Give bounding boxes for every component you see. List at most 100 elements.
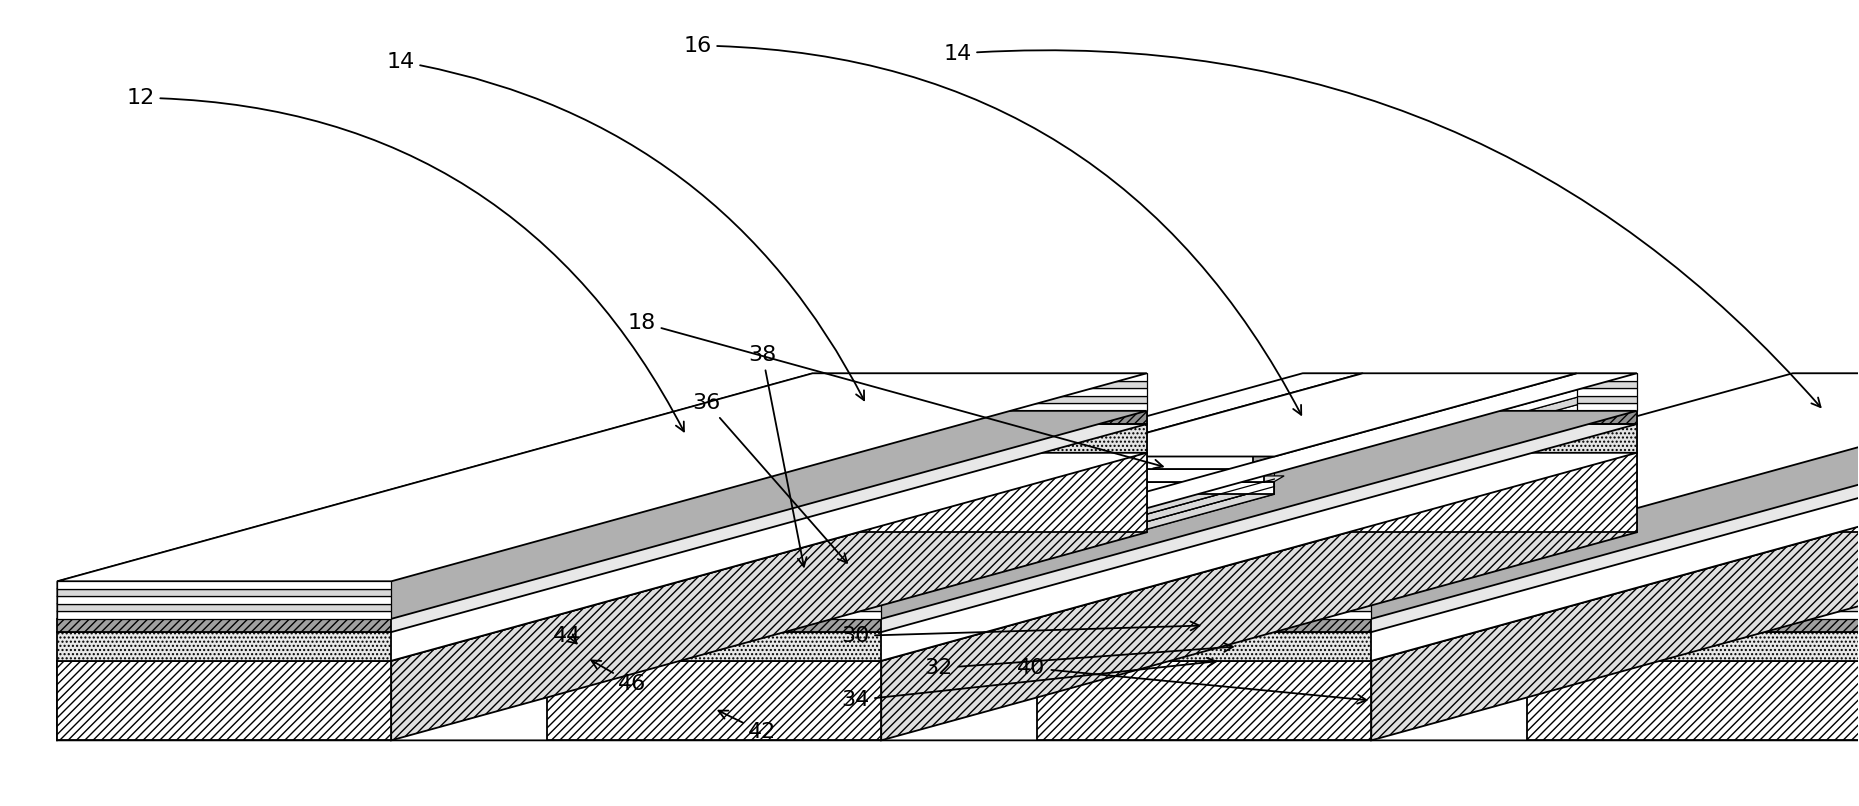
- Text: 34: 34: [840, 658, 1216, 710]
- Polygon shape: [1528, 604, 1588, 612]
- Polygon shape: [1528, 589, 1588, 596]
- Polygon shape: [58, 619, 390, 632]
- Polygon shape: [1792, 453, 1859, 532]
- Polygon shape: [881, 380, 1636, 596]
- Polygon shape: [1528, 411, 1859, 619]
- Text: 38: 38: [749, 345, 807, 567]
- Polygon shape: [1037, 632, 1372, 661]
- Polygon shape: [1372, 396, 1859, 612]
- Polygon shape: [1588, 494, 1859, 619]
- Polygon shape: [58, 581, 390, 589]
- Polygon shape: [812, 424, 1147, 453]
- Polygon shape: [1303, 388, 1363, 396]
- Polygon shape: [881, 453, 1636, 741]
- Text: 30: 30: [840, 621, 1199, 646]
- Polygon shape: [1801, 472, 1859, 604]
- Polygon shape: [1303, 453, 1636, 532]
- Polygon shape: [1588, 479, 1859, 612]
- Polygon shape: [1037, 453, 1859, 661]
- Polygon shape: [58, 424, 1147, 632]
- Polygon shape: [390, 403, 1147, 619]
- Polygon shape: [881, 411, 1636, 632]
- Text: 44: 44: [554, 626, 582, 646]
- Text: 14: 14: [943, 44, 1820, 407]
- Polygon shape: [812, 411, 1147, 424]
- Polygon shape: [608, 487, 1060, 619]
- Polygon shape: [1801, 612, 1859, 619]
- Polygon shape: [822, 464, 1275, 596]
- Polygon shape: [1303, 411, 1636, 424]
- Polygon shape: [1372, 373, 1859, 589]
- Polygon shape: [547, 596, 608, 604]
- Polygon shape: [58, 403, 812, 619]
- Polygon shape: [1372, 453, 1859, 741]
- Polygon shape: [58, 388, 812, 604]
- Polygon shape: [1588, 472, 1859, 604]
- Text: 14: 14: [387, 52, 864, 401]
- Polygon shape: [812, 453, 1147, 532]
- Polygon shape: [1576, 403, 1636, 411]
- Polygon shape: [812, 388, 1147, 396]
- Polygon shape: [1792, 411, 1859, 424]
- Polygon shape: [1588, 487, 1859, 619]
- Polygon shape: [547, 453, 1636, 661]
- Polygon shape: [390, 411, 1147, 632]
- Polygon shape: [1801, 487, 1859, 619]
- Polygon shape: [1037, 589, 1372, 596]
- Polygon shape: [1303, 424, 1636, 453]
- Polygon shape: [1801, 479, 1859, 612]
- Polygon shape: [1528, 661, 1859, 741]
- Polygon shape: [547, 612, 608, 619]
- Polygon shape: [1528, 612, 1588, 619]
- Text: 42: 42: [718, 711, 777, 742]
- Polygon shape: [58, 532, 1859, 741]
- Polygon shape: [881, 403, 1636, 619]
- Polygon shape: [1037, 619, 1372, 632]
- Polygon shape: [1801, 581, 1859, 589]
- Polygon shape: [390, 388, 1147, 604]
- Polygon shape: [1372, 380, 1859, 596]
- Polygon shape: [1372, 411, 1859, 632]
- Polygon shape: [1037, 604, 1372, 612]
- Polygon shape: [1801, 373, 1859, 581]
- Polygon shape: [1372, 388, 1859, 604]
- Polygon shape: [1588, 464, 1859, 596]
- Polygon shape: [58, 632, 390, 661]
- Polygon shape: [58, 396, 812, 612]
- Polygon shape: [1528, 373, 1859, 581]
- Polygon shape: [547, 619, 881, 632]
- Polygon shape: [1071, 463, 1273, 469]
- Polygon shape: [1792, 424, 1859, 453]
- Polygon shape: [1372, 424, 1859, 661]
- Polygon shape: [822, 456, 1275, 589]
- Polygon shape: [1082, 456, 1253, 469]
- Polygon shape: [547, 424, 1636, 632]
- Polygon shape: [1528, 424, 1859, 632]
- Polygon shape: [1792, 388, 1859, 396]
- Polygon shape: [1801, 596, 1859, 604]
- Polygon shape: [822, 604, 881, 612]
- Polygon shape: [1303, 403, 1363, 411]
- Polygon shape: [881, 388, 1636, 604]
- Text: 18: 18: [628, 313, 1164, 468]
- Polygon shape: [1037, 661, 1372, 741]
- Polygon shape: [822, 612, 881, 619]
- Polygon shape: [547, 589, 608, 596]
- Polygon shape: [390, 396, 1147, 612]
- Polygon shape: [1528, 581, 1588, 589]
- Polygon shape: [58, 453, 1147, 661]
- Polygon shape: [822, 581, 881, 589]
- Polygon shape: [1801, 604, 1859, 612]
- Polygon shape: [1528, 632, 1859, 661]
- Polygon shape: [608, 494, 1275, 619]
- Polygon shape: [822, 487, 1275, 619]
- Polygon shape: [1792, 403, 1859, 411]
- Polygon shape: [822, 472, 1275, 604]
- Polygon shape: [1576, 388, 1636, 396]
- Polygon shape: [881, 424, 1636, 661]
- Polygon shape: [881, 396, 1636, 612]
- Text: 40: 40: [1017, 658, 1366, 704]
- Polygon shape: [1037, 581, 1372, 589]
- Polygon shape: [547, 373, 1363, 581]
- Polygon shape: [608, 464, 1060, 596]
